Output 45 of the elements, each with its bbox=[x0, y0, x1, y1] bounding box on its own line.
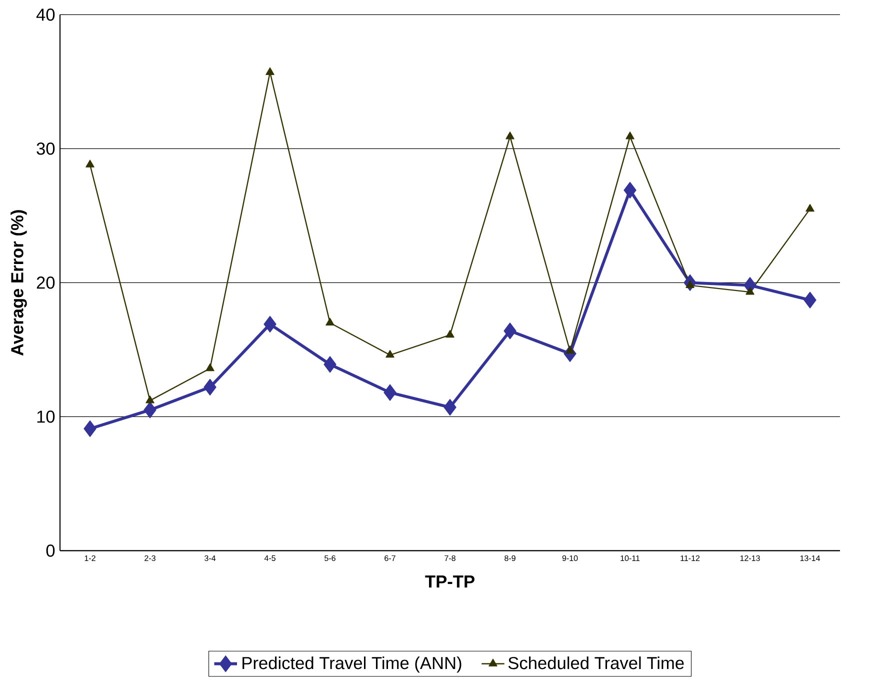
x-tick-label: 5-6 bbox=[324, 556, 336, 562]
y-tick-label: 0 bbox=[46, 544, 55, 557]
point bbox=[444, 399, 456, 416]
x-tick-label: 13-14 bbox=[800, 556, 820, 562]
point bbox=[746, 287, 754, 295]
point bbox=[326, 318, 334, 326]
point bbox=[204, 379, 216, 396]
point bbox=[566, 346, 574, 354]
x-tick-label: 11-12 bbox=[680, 556, 700, 562]
point bbox=[324, 356, 336, 373]
y-tick-label: 10 bbox=[37, 410, 55, 423]
x-tick-label: 2-3 bbox=[144, 556, 156, 562]
legend-label: Predicted Travel Time (ANN) bbox=[242, 656, 462, 673]
y-tick-label: 20 bbox=[36, 276, 55, 289]
y-tick-label: 40 bbox=[36, 8, 55, 21]
point bbox=[806, 204, 814, 212]
x-axis-title: TP-TP bbox=[425, 576, 474, 588]
x-tick-label: 4-5 bbox=[264, 556, 276, 562]
point bbox=[804, 292, 816, 309]
point bbox=[626, 132, 634, 140]
point bbox=[686, 280, 694, 288]
x-tick-label: 12-13 bbox=[740, 556, 760, 562]
legend-label: Scheduled Travel Time bbox=[508, 656, 684, 670]
point bbox=[446, 330, 454, 338]
y-tick-label: 30 bbox=[36, 142, 55, 155]
point bbox=[506, 132, 514, 140]
point bbox=[624, 182, 636, 199]
x-tick-label: 7-8 bbox=[444, 556, 456, 562]
point bbox=[206, 364, 214, 372]
point bbox=[384, 384, 396, 402]
x-tick-label: 3-4 bbox=[204, 556, 216, 562]
point bbox=[266, 67, 274, 76]
point bbox=[504, 322, 516, 340]
x-tick-label: 1-2 bbox=[84, 556, 96, 562]
point bbox=[146, 396, 154, 404]
x-tick-label: 6-7 bbox=[384, 556, 396, 562]
x-tick-label: 8-9 bbox=[504, 556, 516, 562]
point bbox=[264, 316, 276, 333]
point bbox=[144, 402, 156, 418]
point bbox=[86, 160, 94, 168]
point bbox=[386, 350, 394, 358]
y-axis-title: Average Error (%) bbox=[10, 210, 27, 356]
point bbox=[84, 420, 96, 438]
x-tick-label: 10-11 bbox=[620, 556, 640, 562]
x-tick-label: 9-10 bbox=[562, 556, 578, 562]
